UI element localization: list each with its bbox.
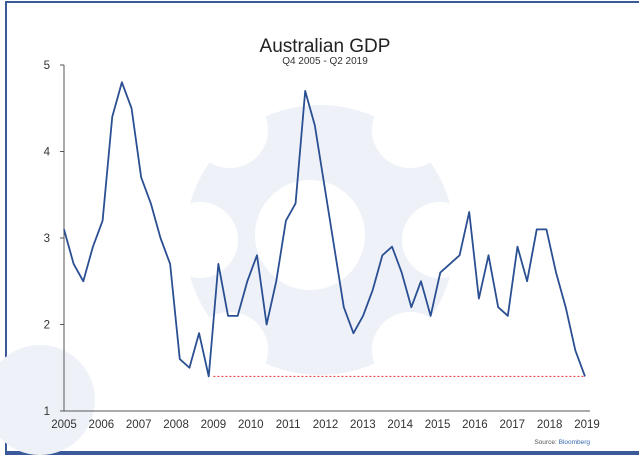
x-tick-label: 2007	[126, 419, 152, 431]
y-tick-label: 4	[44, 147, 51, 159]
x-tick-label: 2010	[238, 419, 264, 431]
y-tick-label: 1	[44, 406, 50, 418]
y-tick-label: 2	[44, 320, 50, 332]
x-tick-label: 2018	[537, 419, 563, 431]
gear-center	[255, 180, 365, 290]
gear-notch	[192, 312, 268, 388]
gear-notch	[192, 92, 268, 168]
x-tick-label: 2009	[201, 419, 227, 431]
y-tick-label: 5	[44, 60, 50, 72]
source-value: Bloomberg	[559, 439, 591, 446]
gear-notch	[162, 202, 238, 278]
source-label: Source:	[534, 439, 557, 446]
source-note: Source: Bloomberg	[534, 439, 590, 446]
chart-title: Australian GDP	[260, 36, 391, 57]
gear-notch	[372, 92, 448, 168]
gear-corner	[0, 345, 95, 455]
x-tick-label: 2011	[276, 419, 301, 431]
x-tick-label: 2015	[425, 419, 451, 431]
gear-watermark	[0, 92, 478, 455]
x-tick-label: 2008	[163, 419, 189, 431]
gear-notch	[372, 312, 448, 388]
x-tick-label: 2012	[313, 419, 339, 431]
x-tick-label: 2017	[499, 419, 525, 431]
gear-notch	[402, 202, 478, 278]
x-tick-label: 2006	[89, 419, 115, 431]
y-tick-label: 3	[44, 233, 50, 245]
chart-frame	[5, 1, 639, 455]
x-tick-label: 2005	[51, 419, 77, 431]
chart-subtitle: Q4 2005 - Q2 2019	[282, 56, 368, 67]
x-tick-label: 2013	[350, 419, 376, 431]
x-tick-label: 2016	[462, 419, 488, 431]
x-tick-label: 2014	[387, 419, 413, 431]
x-tick-label: 2019	[574, 419, 600, 431]
